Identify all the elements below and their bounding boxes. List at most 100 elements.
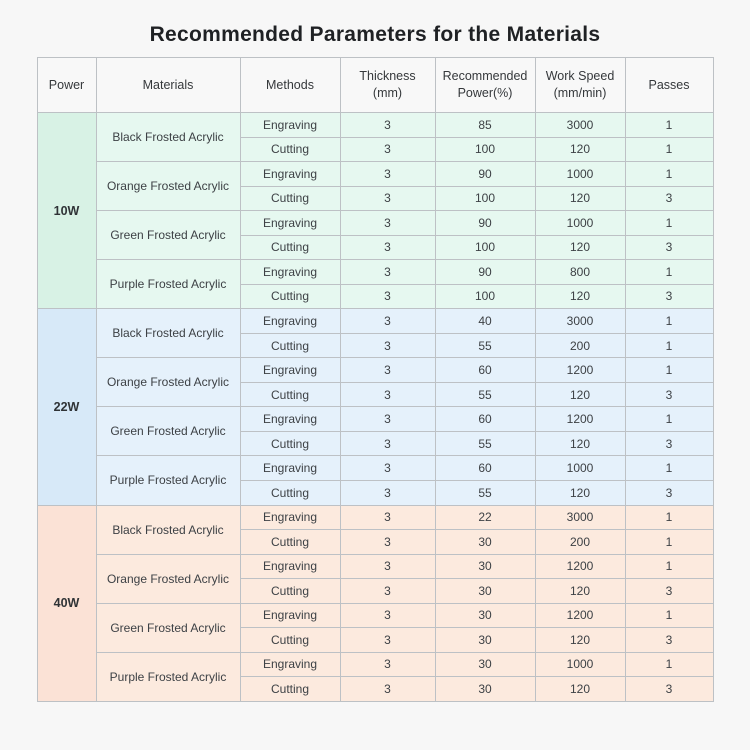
- thickness-cell: 3: [339, 210, 436, 236]
- method-cell: Cutting: [239, 234, 341, 261]
- speed-cell: 1200: [534, 406, 626, 432]
- material-cell: Orange Frosted Acrylic: [95, 357, 241, 408]
- passes-cell: 1: [624, 504, 714, 531]
- power-pct-cell: 100: [434, 136, 536, 163]
- method-cell: Cutting: [239, 283, 341, 310]
- method-cell: Cutting: [239, 676, 341, 702]
- thickness-cell: 3: [339, 529, 436, 555]
- material-cell: Green Frosted Acrylic: [95, 210, 241, 261]
- table-row: 22W Black Frosted Acrylic Engraving 3 40 3000…: [36, 308, 714, 506]
- power-pct-cell: 30: [434, 627, 536, 653]
- passes-cell: 3: [624, 578, 714, 604]
- speed-cell: 120: [534, 185, 626, 212]
- power-pct-cell: 55: [434, 430, 536, 457]
- speed-cell: 120: [534, 381, 626, 408]
- power-pct-cell: 100: [434, 234, 536, 261]
- speed-cell: 120: [534, 136, 626, 163]
- column-header-recommended-power: Recommended Power(%): [434, 57, 536, 113]
- speed-cell: 1000: [534, 161, 626, 187]
- speed-cell: 120: [534, 627, 626, 653]
- power-pct-cell: 60: [434, 455, 536, 481]
- method-cell: Cutting: [239, 529, 341, 555]
- method-cell: Cutting: [239, 185, 341, 212]
- method-cell: Cutting: [239, 381, 341, 408]
- column-header-methods: Methods: [239, 57, 341, 113]
- power-pct-cell: 30: [434, 529, 536, 555]
- passes-cell: 3: [624, 381, 714, 408]
- thickness-cell: 3: [339, 381, 436, 408]
- passes-cell: 1: [624, 406, 714, 432]
- power-pct-cell: 55: [434, 332, 536, 359]
- power-pct-cell: 55: [434, 381, 536, 408]
- passes-cell: 3: [624, 627, 714, 653]
- table-row: Orange Frosted Acrylic Engraving 3 60 1200 1: [37, 357, 714, 408]
- power-pct-cell: 22: [434, 504, 536, 531]
- speed-cell: 1000: [534, 455, 626, 481]
- page-title: Recommended Parameters for the Materials: [149, 23, 601, 46]
- method-cell: Engraving: [239, 308, 341, 334]
- power-pct-cell: 85: [434, 112, 536, 138]
- material-cell: Green Frosted Acrylic: [95, 602, 241, 653]
- passes-cell: 1: [624, 651, 714, 678]
- thickness-cell: 3: [339, 676, 436, 702]
- table-row: Cutting 3 55 200 1: [37, 332, 714, 359]
- passes-cell: 1: [624, 210, 714, 236]
- power-pct-cell: 90: [434, 161, 536, 187]
- speed-cell: 800: [534, 259, 626, 285]
- power-pct-cell: 90: [434, 210, 536, 236]
- material-cell: Black Frosted Acrylic: [95, 308, 241, 359]
- speed-cell: 120: [534, 283, 626, 310]
- column-header-work-speed-mm-min: Work Speed (mm/min): [534, 57, 626, 113]
- method-cell: Engraving: [239, 406, 341, 432]
- header-row: Power Materials Methods Thickness (mm) Recom…: [36, 57, 714, 113]
- table-row: Green Frosted Acrylic Engraving 3 90 1000 1: [37, 210, 714, 261]
- speed-cell: 200: [534, 332, 626, 359]
- method-cell: Cutting: [239, 627, 341, 653]
- method-cell: Engraving: [239, 259, 341, 285]
- passes-cell: 1: [624, 136, 714, 163]
- thickness-cell: 3: [339, 602, 436, 629]
- passes-cell: 1: [624, 112, 714, 138]
- speed-cell: 120: [534, 578, 626, 604]
- material-cell: Black Frosted Acrylic: [95, 504, 241, 555]
- thickness-cell: 3: [339, 504, 436, 531]
- method-cell: Engraving: [239, 112, 341, 138]
- power-cell: 22W: [36, 308, 97, 506]
- passes-cell: 1: [624, 308, 714, 334]
- material-cell: Orange Frosted Acrylic: [95, 553, 241, 604]
- table-row: Cutting 3 100 120 1: [37, 136, 714, 163]
- power-pct-cell: 55: [434, 479, 536, 506]
- thickness-cell: 3: [339, 578, 436, 604]
- power-pct-cell: 100: [434, 185, 536, 212]
- power-pct-cell: 30: [434, 602, 536, 629]
- speed-cell: 1200: [534, 602, 626, 629]
- thickness-cell: 3: [339, 185, 436, 212]
- thickness-cell: 3: [339, 651, 436, 678]
- method-cell: Engraving: [239, 553, 341, 580]
- column-header-thickness-mm: Thickness (mm): [339, 57, 436, 113]
- material-cell: Purple Frosted Acrylic: [95, 651, 241, 702]
- column-header-materials: Materials: [95, 57, 241, 113]
- thickness-cell: 3: [339, 283, 436, 310]
- speed-cell: 1000: [534, 651, 626, 678]
- method-cell: Cutting: [239, 332, 341, 359]
- passes-cell: 3: [624, 185, 714, 212]
- column-header-power: Power: [36, 57, 97, 113]
- table-row: Purple Frosted Acrylic Engraving 3 60 1000 1: [37, 455, 714, 506]
- table-row: Purple Frosted Acrylic Engraving 3 90 800 1: [37, 259, 714, 310]
- speed-cell: 3000: [534, 112, 626, 138]
- thickness-cell: 3: [339, 136, 436, 163]
- method-cell: Engraving: [239, 161, 341, 187]
- column-header-passes: Passes: [624, 57, 714, 113]
- thickness-cell: 3: [339, 332, 436, 359]
- speed-cell: 1000: [534, 210, 626, 236]
- material-cell: Orange Frosted Acrylic: [95, 161, 241, 212]
- method-cell: Engraving: [239, 504, 341, 531]
- thickness-cell: 3: [339, 112, 436, 138]
- speed-cell: 200: [534, 529, 626, 555]
- thickness-cell: 3: [339, 357, 436, 383]
- thickness-cell: 3: [339, 308, 436, 334]
- passes-cell: 3: [624, 430, 714, 457]
- speed-cell: 3000: [534, 308, 626, 334]
